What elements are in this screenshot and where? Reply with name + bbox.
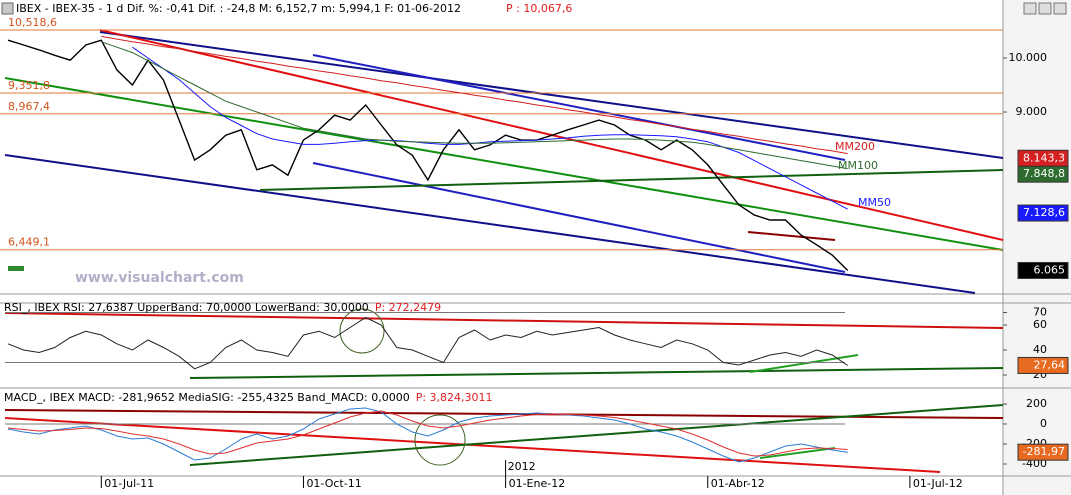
trendline xyxy=(4,312,1004,329)
y-tick-label: 40 xyxy=(1033,343,1047,356)
trendline xyxy=(4,77,1004,251)
trendline xyxy=(4,154,976,294)
right-axis-area xyxy=(1003,0,1071,495)
value-badge-label: 7.848,8 xyxy=(1023,167,1065,180)
series-line xyxy=(132,46,848,210)
symbol-icon[interactable] xyxy=(1,2,14,15)
value-badge-label: 8.143,3 xyxy=(1023,151,1065,164)
minimize-button[interactable] xyxy=(1023,2,1037,15)
value-badge xyxy=(1017,261,1069,279)
highlight-circle xyxy=(339,308,385,354)
panel-title-price: P: 3,824,3011 xyxy=(416,391,493,404)
value-badge xyxy=(1017,443,1069,461)
header-text: IBEX - IBEX-35 - 1 d Dif. %: -0,41 Dif. … xyxy=(16,2,461,15)
watermark: www.visualchart.com xyxy=(75,270,244,286)
x-tick-label: 01-Ene-12 xyxy=(509,477,566,490)
y-tick-label: 60 xyxy=(1033,318,1047,331)
x-tick-label: 01-Oct-11 xyxy=(306,477,361,490)
trendline xyxy=(99,31,1004,159)
header-price: P : 10,067,6 xyxy=(506,2,572,15)
y-tick-label: 10.000 xyxy=(1009,51,1048,64)
series-line xyxy=(7,316,848,370)
value-badge xyxy=(1017,356,1069,374)
x-tick-label: 01-Jul-12 xyxy=(913,477,963,490)
y-tick-label: 70 xyxy=(1033,306,1047,319)
trendline xyxy=(759,447,836,459)
panel-title: RSI_, IBEX RSI: 27,6387 UpperBand: 70,00… xyxy=(4,301,369,314)
trendline xyxy=(189,367,1004,379)
level-label: 6,449,1 xyxy=(8,236,50,249)
trendlines xyxy=(4,29,1004,473)
trendline xyxy=(259,169,1004,191)
value-badge xyxy=(1017,149,1069,167)
trendline xyxy=(312,162,846,273)
y-tick-label: 9.000 xyxy=(1016,105,1048,118)
x-tick-label: 01-Abr-12 xyxy=(711,477,765,490)
series-line xyxy=(101,41,848,170)
highlight-circle xyxy=(414,414,466,466)
close-button[interactable] xyxy=(1053,2,1067,15)
series-label: MM200 xyxy=(835,140,875,153)
series-line xyxy=(7,410,848,457)
maximize-button[interactable] xyxy=(1038,2,1052,15)
level-label: 10,518,6 xyxy=(8,16,57,29)
value-badge-label: 7.128,6 xyxy=(1023,206,1065,219)
panel-title: MACD_, IBEX MACD: -281,9652 MediaSIG: -2… xyxy=(4,391,410,404)
series-label: MM100 xyxy=(838,159,878,172)
year-label: 2012 xyxy=(508,460,536,473)
series-label: MM50 xyxy=(858,196,891,209)
value-badge-label: -281,97 xyxy=(1023,445,1065,458)
value-badge-label: 6.065 xyxy=(1034,263,1066,276)
trendline xyxy=(312,54,846,161)
series-line xyxy=(7,407,848,463)
panel-title-price: P: 272,2479 xyxy=(375,301,441,314)
y-tick-label: 200 xyxy=(1026,397,1047,410)
x-tick-label: 01-Jul-11 xyxy=(104,477,154,490)
series-line xyxy=(101,35,848,155)
legend-swatch xyxy=(8,266,24,271)
y-tick-label: 0 xyxy=(1040,417,1047,430)
trendline xyxy=(747,231,836,241)
trendline xyxy=(749,354,859,373)
level-label: 9,351,8 xyxy=(8,79,50,92)
trendline xyxy=(189,404,1004,466)
value-badge-label: 27,64 xyxy=(1034,358,1066,371)
value-badge xyxy=(1017,204,1069,222)
level-label: 8,967,4 xyxy=(8,100,50,113)
